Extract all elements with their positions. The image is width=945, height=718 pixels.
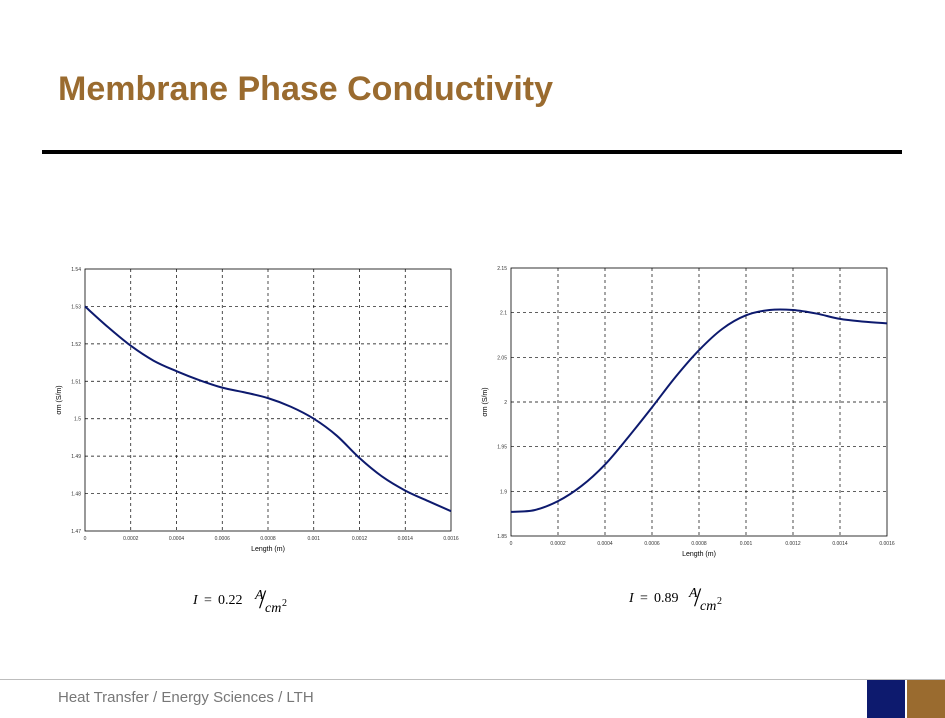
footer-blue-square: [867, 680, 905, 718]
formula-value: 0.22: [218, 593, 243, 608]
x-tick-label: 0.0016: [443, 536, 459, 542]
x-tick-label: 0.0012: [785, 541, 801, 547]
y-tick-label: 1.53: [71, 304, 81, 310]
x-tick-label: 0.0002: [123, 536, 139, 542]
footer-divider: [0, 679, 945, 680]
x-tick-label: 0: [510, 541, 513, 547]
formula-eq: =: [204, 593, 212, 608]
y-tick-label: 1.54: [71, 267, 81, 273]
formula-numerator: A: [255, 588, 264, 603]
formula-exponent: 2: [282, 598, 287, 609]
y-axis-title: σm (S/m): [56, 385, 63, 414]
formula-exponent: 2: [717, 596, 722, 607]
x-tick-label: 0: [84, 536, 87, 542]
chart-right: 0 0.0002 0.0004 0.0006 0.0008 0.001 0.0012 0.00…: [482, 266, 895, 558]
formula-eq: =: [640, 591, 648, 606]
footer-text: Heat Transfer / Energy Sciences / LTH: [58, 689, 314, 706]
formula-denominator: cm: [700, 599, 717, 614]
x-axis-title: Length (m): [251, 546, 285, 553]
y-tick-label: 2.15: [497, 266, 507, 272]
series-line: [84, 305, 452, 513]
x-tick-label: 0.001: [740, 541, 753, 547]
series-line: [510, 308, 888, 513]
y-tick-label: 1.49: [71, 454, 81, 460]
x-tick-label: 0.0016: [879, 541, 895, 547]
x-tick-label: 0.0004: [597, 541, 613, 547]
charts-canvas: 0 0.0002 0.0004 0.0006 0.0008 0.001 0.0012 0.00…: [56, 266, 895, 558]
x-tick-label: 0.0006: [215, 536, 231, 542]
x-tick-label: 0.0008: [260, 536, 276, 542]
y-tick-label: 2.1: [500, 311, 507, 317]
x-tick-label: 0.0004: [169, 536, 185, 542]
y-tick-label: 1.48: [71, 492, 81, 498]
y-tick-label: 1.95: [497, 445, 507, 451]
x-tick-label: 0.001: [307, 536, 320, 542]
x-tick-label: 0.0006: [644, 541, 660, 547]
formula-lhs: I: [629, 591, 634, 606]
x-tick-label: 0.0008: [691, 541, 707, 547]
y-tick-label: 2.05: [497, 355, 507, 361]
y-tick-label: 1.51: [71, 379, 81, 385]
page-title: Membrane Phase Conductivity: [58, 70, 554, 108]
x-axis-title: Length (m): [682, 551, 716, 558]
footer-brown-square: [907, 680, 945, 718]
formula-fraction-slash: /: [259, 585, 267, 614]
y-tick-label: 1.47: [71, 529, 81, 535]
y-tick-label: 1.52: [71, 342, 81, 348]
y-tick-label: 1.5: [74, 417, 81, 423]
y-tick-label: 2: [504, 400, 507, 406]
chart-left: 0 0.0002 0.0004 0.0006 0.0008 0.001 0.0012 0.00…: [56, 267, 459, 553]
y-axis-title: σm (S/m): [482, 387, 489, 416]
x-tick-label: 0.0014: [398, 536, 414, 542]
formula-current-right: I = 0.89 A / cm 2: [629, 583, 729, 622]
x-tick-label: 0.0002: [550, 541, 566, 547]
formula-lhs: I: [193, 593, 198, 608]
title-divider: [42, 150, 902, 154]
formula-denominator: cm: [265, 601, 282, 616]
formula-current-left: I = 0.22 A / cm 2: [193, 585, 293, 624]
x-tick-label: 0.0012: [352, 536, 368, 542]
formula-value: 0.89: [654, 591, 679, 606]
y-tick-label: 1.85: [497, 534, 507, 540]
formula-numerator: A: [689, 586, 698, 601]
x-tick-label: 0.0014: [832, 541, 848, 547]
y-tick-label: 1.9: [500, 489, 507, 495]
formula-fraction-slash: /: [694, 583, 702, 612]
